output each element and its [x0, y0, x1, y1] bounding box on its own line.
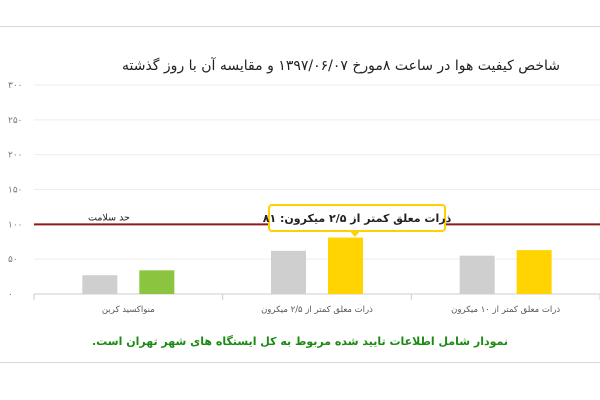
y-tick-label: ۱۵۰: [8, 186, 23, 196]
y-tick-label: ۲۵۰: [8, 116, 23, 126]
chart-title: شاخص کیفیت هوا در ساعت ۸مورخ ۱۳۹۷/۰۶/۰۷ …: [122, 58, 560, 74]
y-tick-label: ۱۰۰: [8, 220, 23, 230]
x-category-label: ذرات معلق کمتر از ۱۰ میکرون: [451, 305, 560, 315]
y-tick-label: ۳۰۰: [8, 81, 23, 91]
bar-current: [139, 270, 175, 294]
y-tick-label: ۲۰۰: [8, 151, 23, 161]
top-divider: [0, 26, 600, 27]
y-tick-label: ۰: [8, 290, 13, 300]
bar-tooltip: ذرات معلق کمتر از ۲/۵ میکرون: ۸۱: [263, 204, 451, 232]
bar-previous-day: [459, 255, 495, 294]
bottom-divider: [0, 362, 600, 363]
tooltip-arrow: [349, 230, 361, 237]
bar-previous-day: [82, 275, 118, 294]
x-category-label: منواکسید کربن: [102, 305, 155, 315]
x-category-label: ذرات معلق کمتر از ۲/۵ میکرون: [261, 305, 373, 315]
y-tick-label: ۵۰: [8, 255, 18, 265]
bar-current: [328, 237, 363, 294]
bar-current: [516, 250, 552, 294]
bar-previous-day: [271, 250, 306, 294]
chart-footnote: نمودار شامل اطلاعات تایید شده مربوط به ک…: [91, 335, 509, 348]
health-limit-label: حد سلامت: [88, 212, 130, 223]
